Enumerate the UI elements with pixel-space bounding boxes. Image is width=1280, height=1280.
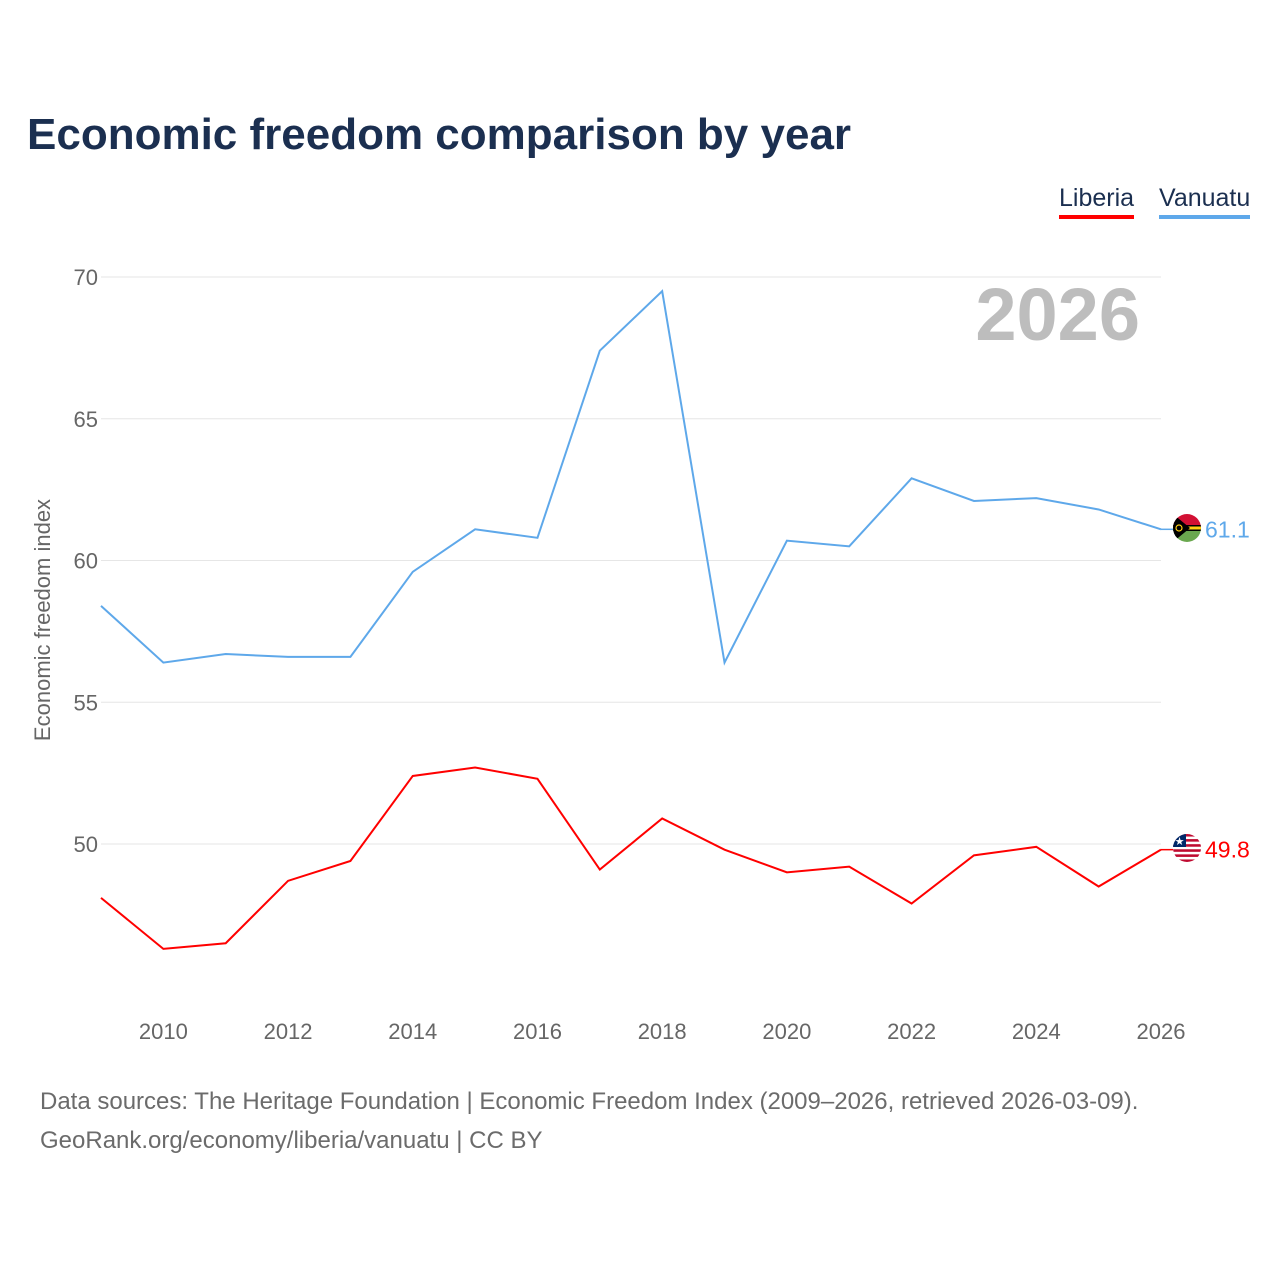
- y-tick-label: 55: [74, 690, 98, 715]
- x-tick-label: 2026: [1137, 1019, 1186, 1044]
- y-tick-label: 65: [74, 407, 98, 432]
- x-tick-label: 2022: [887, 1019, 936, 1044]
- y-tick-label: 50: [74, 832, 98, 857]
- chart-title: Economic freedom comparison by year: [27, 110, 852, 159]
- liberia-flag-icon: ★: [1173, 834, 1201, 862]
- end-value-label: 49.8: [1205, 837, 1250, 863]
- year-watermark: 2026: [975, 273, 1140, 356]
- x-tick-label: 2010: [139, 1019, 188, 1044]
- x-tick-label: 2016: [513, 1019, 562, 1044]
- legend-liberia[interactable]: Liberia: [1059, 184, 1135, 219]
- footer-link[interactable]: GeoRank.org/economy/liberia/vanuatu | CC…: [40, 1127, 543, 1154]
- x-tick-label: 2018: [638, 1019, 687, 1044]
- y-tick-label: 70: [74, 265, 98, 290]
- svg-text:★: ★: [1175, 836, 1185, 848]
- legend-vanuatu[interactable]: Vanuatu: [1159, 184, 1251, 219]
- x-tick-label: 2024: [1012, 1019, 1061, 1044]
- y-axis-label: Economic freedom index: [30, 499, 55, 741]
- footer-sources: Data sources: The Heritage Foundation | …: [40, 1088, 1139, 1115]
- series-line-vanuatu[interactable]: [100, 289, 1162, 666]
- series-line-liberia[interactable]: [100, 766, 1162, 950]
- end-value-label: 61.1: [1205, 516, 1250, 542]
- vanuatu-flag-icon: [1173, 514, 1201, 542]
- x-tick-label: 2020: [762, 1019, 811, 1044]
- x-tick-label: 2012: [264, 1019, 313, 1044]
- x-tick-label: 2014: [388, 1019, 437, 1044]
- y-tick-label: 60: [74, 549, 98, 574]
